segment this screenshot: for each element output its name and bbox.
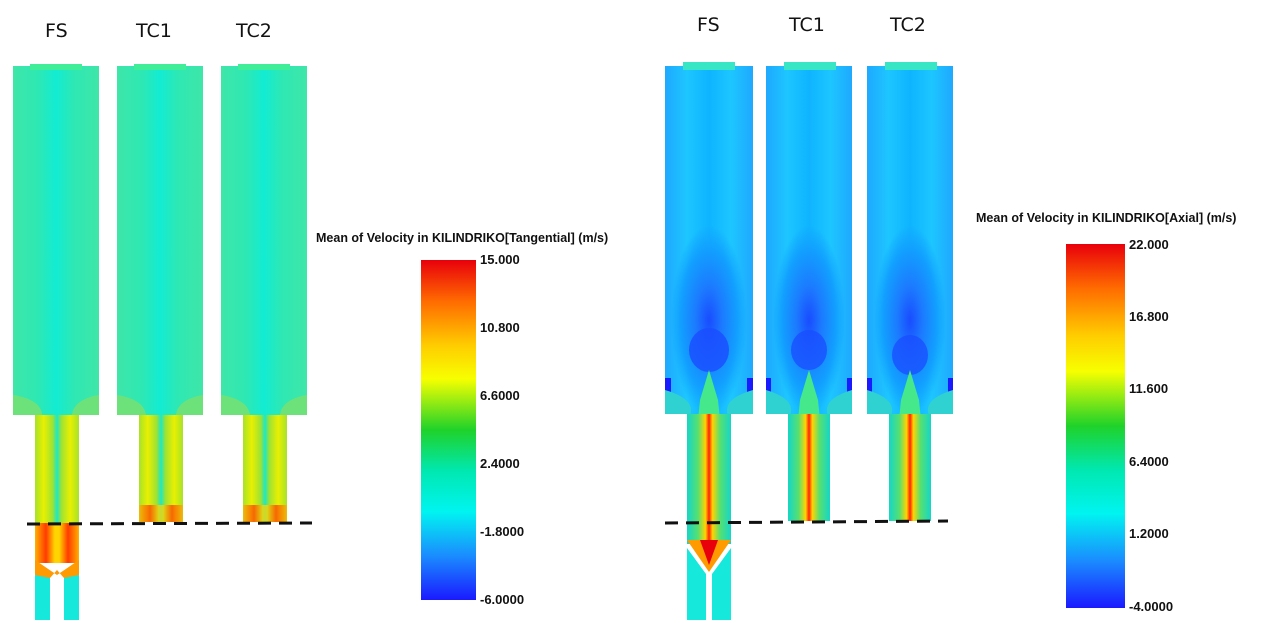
left-label-tc1: TC1 xyxy=(135,20,172,42)
left-tick-0: 15.000 xyxy=(480,252,520,267)
left-label-tc2: TC2 xyxy=(235,20,272,42)
left-tick-2: 6.6000 xyxy=(480,388,520,403)
left-contour-tc1 xyxy=(117,64,203,522)
left-contour-fs xyxy=(13,64,99,620)
left-colorbar-scale xyxy=(421,260,476,600)
left-tick-4: -1.8000 xyxy=(480,524,524,539)
right-tick-0: 22.000 xyxy=(1129,237,1169,252)
right-colorbar-title: Mean of Velocity in KILINDRIKO[Axial] (m… xyxy=(976,211,1236,225)
left-panel: FS TC1 TC2 xyxy=(13,20,608,620)
right-dashed-line xyxy=(664,519,949,525)
right-label-fs: FS xyxy=(697,14,720,36)
right-contour-fs xyxy=(665,62,753,620)
left-dashed-line xyxy=(26,521,313,526)
right-colorbar: Mean of Velocity in KILINDRIKO[Axial] (m… xyxy=(976,211,1236,614)
left-colorbar-title: Mean of Velocity in KILINDRIKO[Tangentia… xyxy=(316,231,608,245)
left-tick-3: 2.4000 xyxy=(480,456,520,471)
right-tick-5: -4.0000 xyxy=(1129,599,1173,614)
right-tick-2: 11.600 xyxy=(1129,381,1168,396)
right-panel: FS TC1 TC2 xyxy=(664,14,1236,620)
left-tick-1: 10.800 xyxy=(480,320,520,335)
right-tick-4: 1.2000 xyxy=(1129,526,1169,541)
left-tick-5: -6.0000 xyxy=(480,592,524,607)
right-colorbar-scale xyxy=(1066,244,1125,608)
right-label-tc1: TC1 xyxy=(788,14,825,36)
left-contour-tc2 xyxy=(221,64,307,522)
right-contour-tc1 xyxy=(766,62,852,521)
left-colorbar: Mean of Velocity in KILINDRIKO[Tangentia… xyxy=(316,231,608,607)
right-contour-tc2 xyxy=(867,62,953,521)
right-label-tc2: TC2 xyxy=(889,14,926,36)
right-tick-3: 6.4000 xyxy=(1129,454,1169,469)
left-label-fs: FS xyxy=(45,20,68,42)
right-tick-1: 16.800 xyxy=(1129,309,1169,324)
